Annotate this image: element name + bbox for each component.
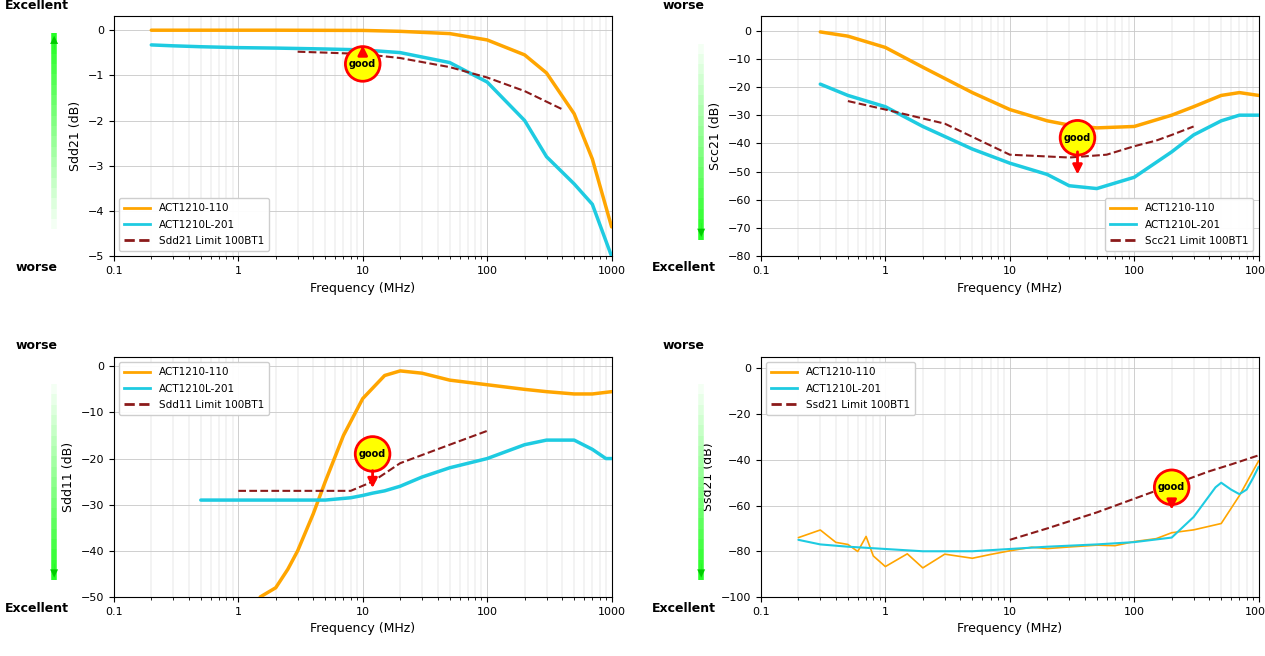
Text: good: good	[349, 59, 377, 69]
Y-axis label: Sdd11 (dB): Sdd11 (dB)	[62, 442, 75, 512]
Text: Excellent: Excellent	[5, 0, 68, 12]
Text: good: good	[1064, 133, 1092, 143]
X-axis label: Frequency (MHz): Frequency (MHz)	[310, 281, 415, 295]
Legend: ACT1210-110, ACT1210L-201, Sdd11 Limit 100BT1: ACT1210-110, ACT1210L-201, Sdd11 Limit 1…	[119, 362, 269, 415]
Y-axis label: Scc21 (dB): Scc21 (dB)	[710, 102, 722, 171]
Legend: ACT1210-110, ACT1210L-201, Ssd21 Limit 100BT1: ACT1210-110, ACT1210L-201, Ssd21 Limit 1…	[767, 362, 915, 415]
Text: Excellent: Excellent	[651, 261, 716, 274]
Text: good: good	[359, 449, 386, 459]
Text: good: good	[1157, 482, 1185, 492]
Y-axis label: Sdd21 (dB): Sdd21 (dB)	[70, 101, 82, 171]
Text: worse: worse	[663, 339, 705, 352]
Text: Excellent: Excellent	[651, 602, 716, 615]
X-axis label: Frequency (MHz): Frequency (MHz)	[958, 281, 1063, 295]
Text: worse: worse	[15, 339, 58, 352]
Legend: ACT1210-110, ACT1210L-201, Scc21 Limit 100BT1: ACT1210-110, ACT1210L-201, Scc21 Limit 1…	[1106, 198, 1254, 251]
X-axis label: Frequency (MHz): Frequency (MHz)	[310, 623, 415, 635]
X-axis label: Frequency (MHz): Frequency (MHz)	[958, 623, 1063, 635]
Text: worse: worse	[663, 0, 705, 12]
Text: worse: worse	[15, 261, 58, 274]
Legend: ACT1210-110, ACT1210L-201, Sdd21 Limit 100BT1: ACT1210-110, ACT1210L-201, Sdd21 Limit 1…	[119, 198, 269, 251]
Y-axis label: Ssd21 (dB): Ssd21 (dB)	[702, 443, 715, 511]
Text: Excellent: Excellent	[5, 602, 68, 615]
